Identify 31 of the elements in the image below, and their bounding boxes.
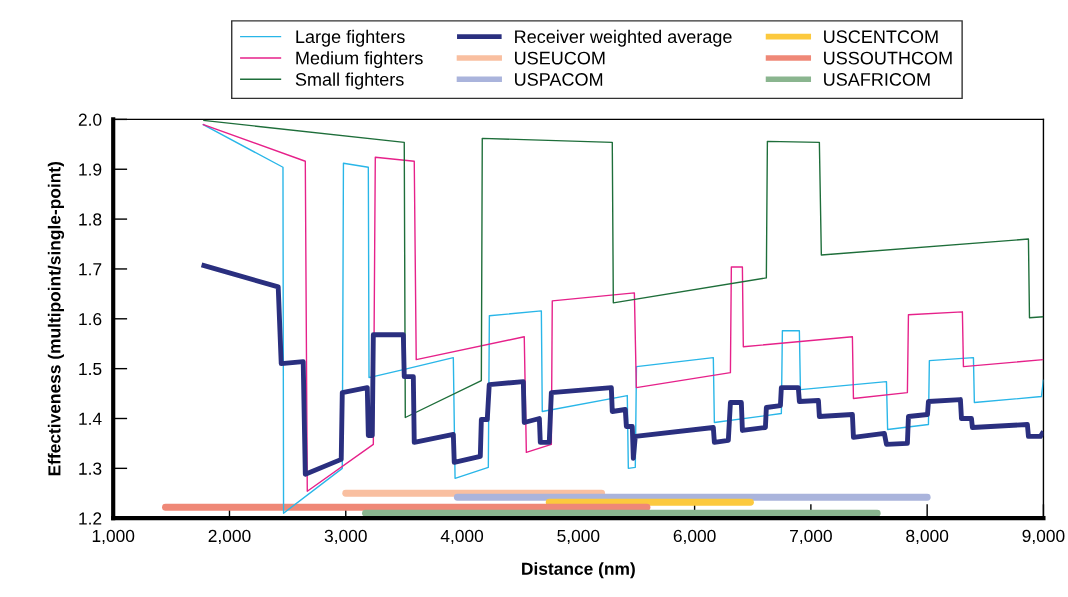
x-axis-title: Distance (nm): [522, 562, 635, 579]
y-tick-label: 2.0: [78, 113, 102, 126]
y-tick-label: 1.3: [79, 462, 102, 475]
legend-label: Medium fighters: [296, 51, 423, 69]
y-tick-label: 1.2: [79, 512, 102, 525]
y-tick-label: 1.4: [79, 412, 102, 425]
legend-label: USEUCOM: [515, 51, 605, 65]
x-tick-label: 3,000: [324, 529, 367, 545]
y-tick-label: 1.9: [79, 163, 102, 176]
x-tick-label: 7,000: [790, 529, 832, 545]
x-tick-label: 5,000: [557, 529, 600, 545]
legend-label: USCENTCOM: [824, 30, 938, 44]
x-tick-label: 8,000: [906, 529, 949, 545]
line-series: [199, 262, 1044, 477]
y-axis-title: Effectiveness (multipoint/single-point): [47, 161, 65, 476]
y-tick-label: 1.7: [79, 263, 102, 276]
legend-label: USSOUTHCOM: [824, 51, 952, 65]
legend-label: Large fighters: [296, 29, 405, 47]
legend-label: Small fighters: [295, 72, 404, 90]
x-tick-label: 1,000: [92, 529, 135, 545]
legend-label: USPACOM: [515, 73, 603, 86]
line-series: [202, 119, 1044, 419]
legend-label: Receiver weighted average: [515, 29, 732, 47]
x-tick-label: 4,000: [440, 529, 484, 545]
y-tick-label: 1.8: [79, 213, 102, 226]
x-tick-label: 9,000: [1022, 529, 1065, 545]
x-tick-label: 2,000: [208, 529, 251, 545]
y-tick-label: 1.5: [79, 362, 102, 376]
x-tick-label: 6,000: [673, 529, 716, 545]
y-tick-label: 1.6: [79, 312, 102, 326]
legend-label: USAFRICOM: [824, 73, 930, 86]
